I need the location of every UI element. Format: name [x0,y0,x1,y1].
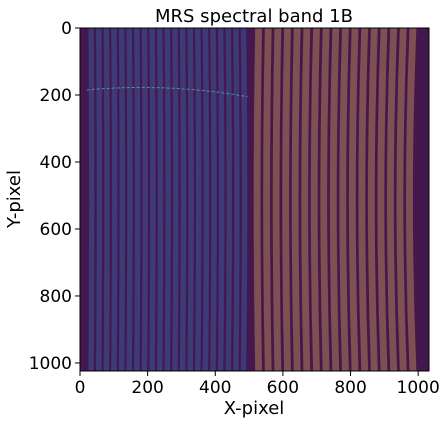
right-slice [358,28,369,371]
y-tick-label: 400 [40,153,72,173]
right-slice [329,28,340,371]
left-slice [179,28,187,371]
right-slice [348,28,359,371]
right-slice [406,28,417,371]
left-channel-slices [88,28,248,371]
left-slice [134,28,141,371]
right-slice [320,28,330,371]
x-tick-label: 200 [131,378,163,398]
right-channel-slices [253,28,417,371]
x-tick-label: 1000 [397,378,440,398]
right-slice [291,28,301,371]
x-axis: 0 200 400 600 800 1000 [75,371,440,398]
left-slice [240,28,248,371]
left-slice [111,28,118,371]
right-slice [282,28,291,371]
left-slice [164,28,171,371]
x-tick-label: 600 [267,378,299,398]
y-tick-label: 1000 [29,354,72,374]
y-tick-label: 0 [61,19,72,39]
left-slice [225,28,233,371]
right-slice [301,28,311,371]
x-axis-label: X-pixel [224,398,285,419]
left-slice [149,28,156,371]
chart-title: MRS spectral band 1B [155,6,353,27]
left-slice [172,28,179,371]
plot-frame [79,27,430,372]
left-slice [118,28,126,371]
y-tick-label: 200 [40,86,72,106]
right-slice [367,28,378,371]
right-slice [396,28,407,371]
right-slice [253,28,263,371]
left-slice [96,28,103,371]
right-slice [377,28,388,371]
plot-area [79,27,430,372]
right-slice [272,28,282,371]
left-slice [210,28,217,371]
left-slice [187,28,194,371]
x-tick-label: 400 [199,378,231,398]
x-tick-label: 800 [334,378,366,398]
left-slice [126,28,133,371]
right-slice [263,28,272,371]
left-slice [233,28,240,371]
y-tick-label: 800 [40,287,72,307]
left-slice [156,28,164,371]
spectral-trace-line [86,86,248,98]
y-tick-label: 600 [40,220,72,240]
right-slice [339,28,349,371]
left-slice [217,28,225,371]
y-axis-label: Y-pixel [4,170,25,229]
x-tick-label: 0 [75,378,86,398]
left-slice [88,28,95,371]
right-slice [386,28,398,371]
right-slice [310,28,320,371]
left-slice [202,28,210,371]
left-slice [195,28,202,371]
left-slice [103,28,110,371]
y-axis: 0 200 400 600 800 1000 [29,19,80,374]
left-slice [141,28,148,371]
